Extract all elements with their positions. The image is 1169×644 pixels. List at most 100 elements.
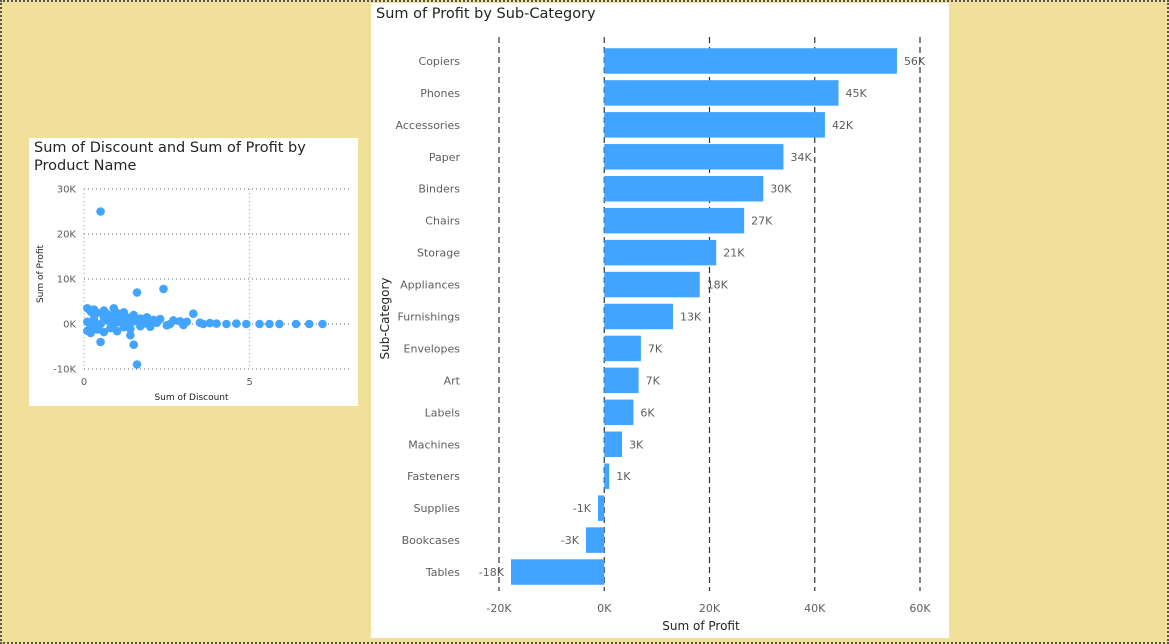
scatter-y-tick-label: 0K [63,320,76,331]
scatter-chart-title: Sum of Discount and Sum of Profit by Pro… [34,140,306,174]
bar-category-label: Envelopes [404,342,461,355]
scatter-point[interactable] [232,319,241,328]
scatter-point[interactable] [142,312,152,322]
bar[interactable] [604,175,764,202]
scatter-point[interactable] [99,312,109,322]
scatter-point[interactable] [265,319,274,329]
scatter-point[interactable] [129,340,138,349]
scatter-point[interactable] [189,309,198,318]
bar[interactable] [604,48,897,74]
scatter-point[interactable] [165,319,175,329]
bar-x-tick-label: 60K [909,602,931,615]
bar[interactable] [604,367,639,394]
bar-category-label: Chairs [425,215,460,228]
scatter-y-tick-label: 30K [57,185,77,196]
bar-category-label: Furnishings [398,311,461,324]
scatter-point[interactable] [132,315,142,325]
bar-data-label: 7K [646,374,661,387]
scatter-point[interactable] [92,322,102,331]
scatter-point[interactable] [242,319,251,329]
bar-category-label: Appliances [400,279,460,292]
bar-data-label: 6K [640,406,655,419]
scatter-point[interactable] [304,319,314,329]
bar-category-label: Tables [425,566,460,579]
scatter-point[interactable] [86,321,95,331]
bar[interactable] [604,144,784,170]
bar-data-label: 3K [629,438,644,451]
bar-category-label: Fasteners [407,470,460,483]
bar-category-label: Phones [420,87,460,100]
scatter-point[interactable] [145,320,155,329]
bar-x-tick-label: 0K [597,602,612,615]
bar[interactable] [604,271,700,298]
bar-x-tick-label: -20K [486,602,512,615]
bar-data-label: 34K [790,151,812,164]
scatter-point[interactable] [96,337,105,347]
scatter-point[interactable] [275,319,284,329]
bar[interactable] [604,112,825,138]
bar-chart-svg: -20K 0K 20K 40K 60K Copiers 56K Phones 45K Access… [378,37,931,633]
bar[interactable] [604,463,610,489]
bar[interactable] [597,495,605,521]
scatter-point[interactable] [132,288,142,297]
scatter-chart-svg: 30K 20K 10K 0K -10K 0 5 Sum of Discount Sum of P… [36,185,349,403]
scatter-chart-visual[interactable]: Sum of Discount and Sum of Profit by Pro… [29,138,358,406]
bar-data-label: 7K [648,342,663,355]
scatter-point[interactable] [179,320,188,330]
scatter-point[interactable] [96,207,105,216]
bar-chart-visual[interactable]: Sum of Profit by Sub-Category -20K 0K 20K 4… [371,3,949,638]
bar-data-label: 30K [770,183,792,196]
bar-category-label: Art [444,374,461,387]
bar-data-label: 1K [616,470,631,483]
bar-category-label: Machines [408,438,460,451]
scatter-point[interactable] [126,330,135,340]
scatter-point[interactable] [212,319,221,328]
scatter-point[interactable] [255,319,264,329]
scatter-point[interactable] [89,310,99,320]
scatter-point[interactable] [291,319,301,329]
scatter-point[interactable] [86,328,95,338]
scatter-point[interactable] [132,360,142,369]
bar-category-label: Copiers [419,55,461,68]
bar[interactable] [510,559,605,585]
bar[interactable] [604,431,623,458]
bar[interactable] [585,527,605,553]
scatter-point[interactable] [99,327,109,337]
bar-data-label: 45K [846,87,868,100]
bar-category-label: Binders [418,183,460,196]
scatter-point[interactable] [318,319,327,329]
bar-category-label: Labels [425,406,461,419]
scatter-point[interactable] [122,320,132,330]
scatter-x-axis-title: Sum of Discount [154,393,229,403]
scatter-point[interactable] [109,314,119,323]
bar[interactable] [604,303,673,330]
bar-data-label: 21K [723,247,745,260]
bar-x-tick-label: 40K [804,602,826,615]
bar[interactable] [604,335,641,362]
scatter-point[interactable] [198,319,208,329]
bar-category-label: Paper [429,151,461,164]
scatter-point[interactable] [152,318,162,327]
scatter-point[interactable] [205,318,215,328]
scatter-point[interactable] [119,313,129,323]
bar-category-label: Storage [417,247,460,260]
bar-category-label: Bookcases [402,534,461,547]
bar-data-label: 56K [904,55,926,68]
scatter-point[interactable] [222,319,231,329]
bar-data-label: 42K [832,119,854,132]
bar[interactable] [604,399,634,426]
bar[interactable] [604,239,717,266]
bar[interactable] [604,80,839,106]
scatter-y-tick-label: 20K [57,230,77,241]
scatter-y-tick-label: 10K [57,275,77,286]
bar-x-axis-title: Sum of Profit [662,619,740,633]
scatter-point[interactable] [159,284,168,294]
bar-data-label: 27K [751,215,773,228]
bar-data-label: -3K [561,534,580,547]
bar-x-tick-label: 20K [699,602,721,615]
scatter-x-tick-label: 0 [81,377,87,388]
scatter-x-tick-label: 5 [246,377,252,388]
bar[interactable] [604,207,745,234]
scatter-y-axis-title: Sum of Profit [36,245,46,304]
scatter-point[interactable] [139,319,148,328]
